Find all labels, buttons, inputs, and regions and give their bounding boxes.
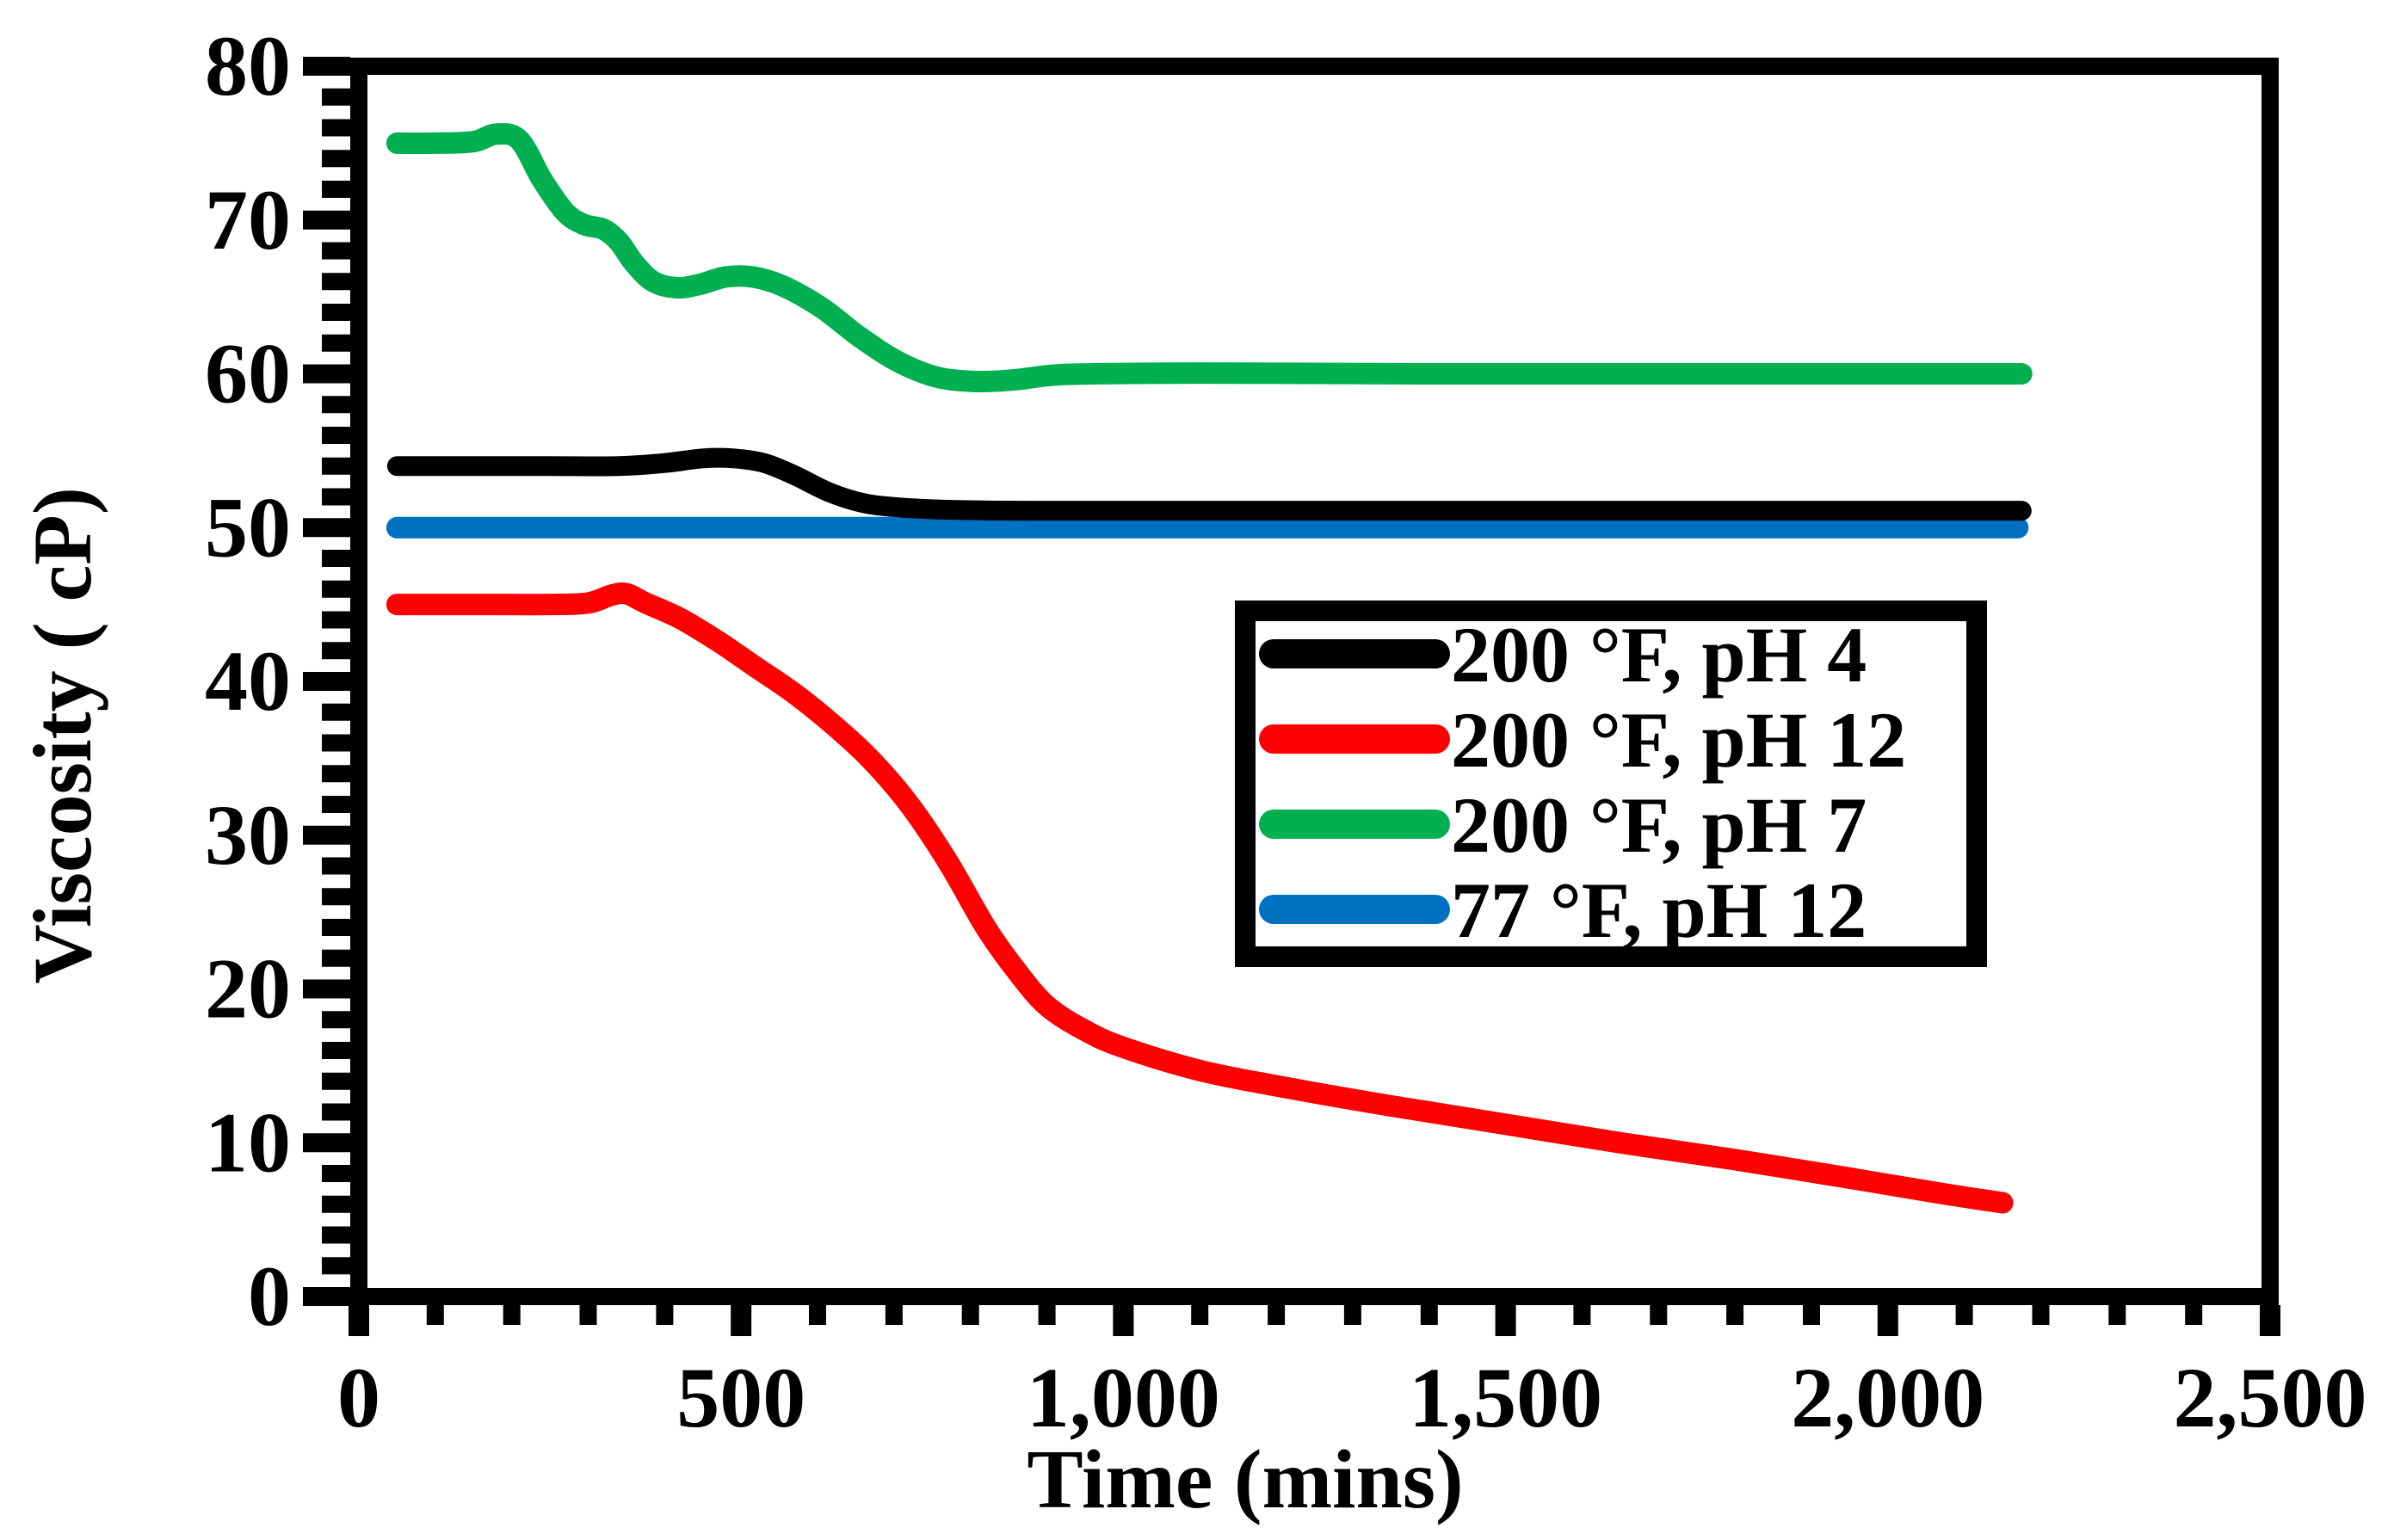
y-tick-label: 70	[205, 172, 291, 268]
y-tick-label: 60	[205, 326, 291, 422]
x-axis-title: Time (mins)	[1027, 1433, 1463, 1526]
series-line-2	[386, 122, 2033, 393]
y-tick-label: 80	[205, 18, 291, 114]
x-tick-label: 2,500	[2174, 1350, 2367, 1445]
legend-label-ph4: 200 °F, pH 4	[1451, 611, 1867, 699]
x-tick-label: 2,000	[1791, 1350, 1984, 1445]
y-tick-label: 0	[248, 1248, 291, 1344]
legend-label-ph7: 200 °F, pH 7	[1451, 781, 1867, 869]
x-tick-label: 0	[337, 1350, 380, 1445]
y-tick-label: 30	[205, 787, 291, 883]
plot-border	[350, 58, 2279, 1305]
plot-curves	[386, 122, 2033, 1214]
legend: 200 °F, pH 4 200 °F, pH 12 200 °F, pH 7 …	[1235, 601, 1987, 967]
y-tick-label: 20	[205, 941, 291, 1037]
x-tick-label: 1,000	[1027, 1350, 1220, 1445]
x-axis: 0 500 1,000 1,500 2,000 2,500	[337, 1305, 2367, 1445]
y-axis-title: Viscosity ( cP)	[16, 487, 108, 984]
y-tick-label: 50	[205, 479, 291, 575]
x-tick-label: 500	[676, 1350, 805, 1445]
x-tick-label: 1,500	[1409, 1350, 1602, 1445]
y-tick-label: 10	[205, 1094, 291, 1190]
legend-label-ph12-hot: 200 °F, pH 12	[1451, 696, 1906, 784]
legend-label-ph12-cold: 77 °F, pH 12	[1451, 866, 1867, 954]
y-axis: 0 10 20 30 40 50 60 70 80	[205, 18, 350, 1344]
series-line-0	[386, 447, 2032, 521]
y-tick-label: 40	[205, 633, 291, 729]
series-line-1	[386, 582, 2014, 1214]
